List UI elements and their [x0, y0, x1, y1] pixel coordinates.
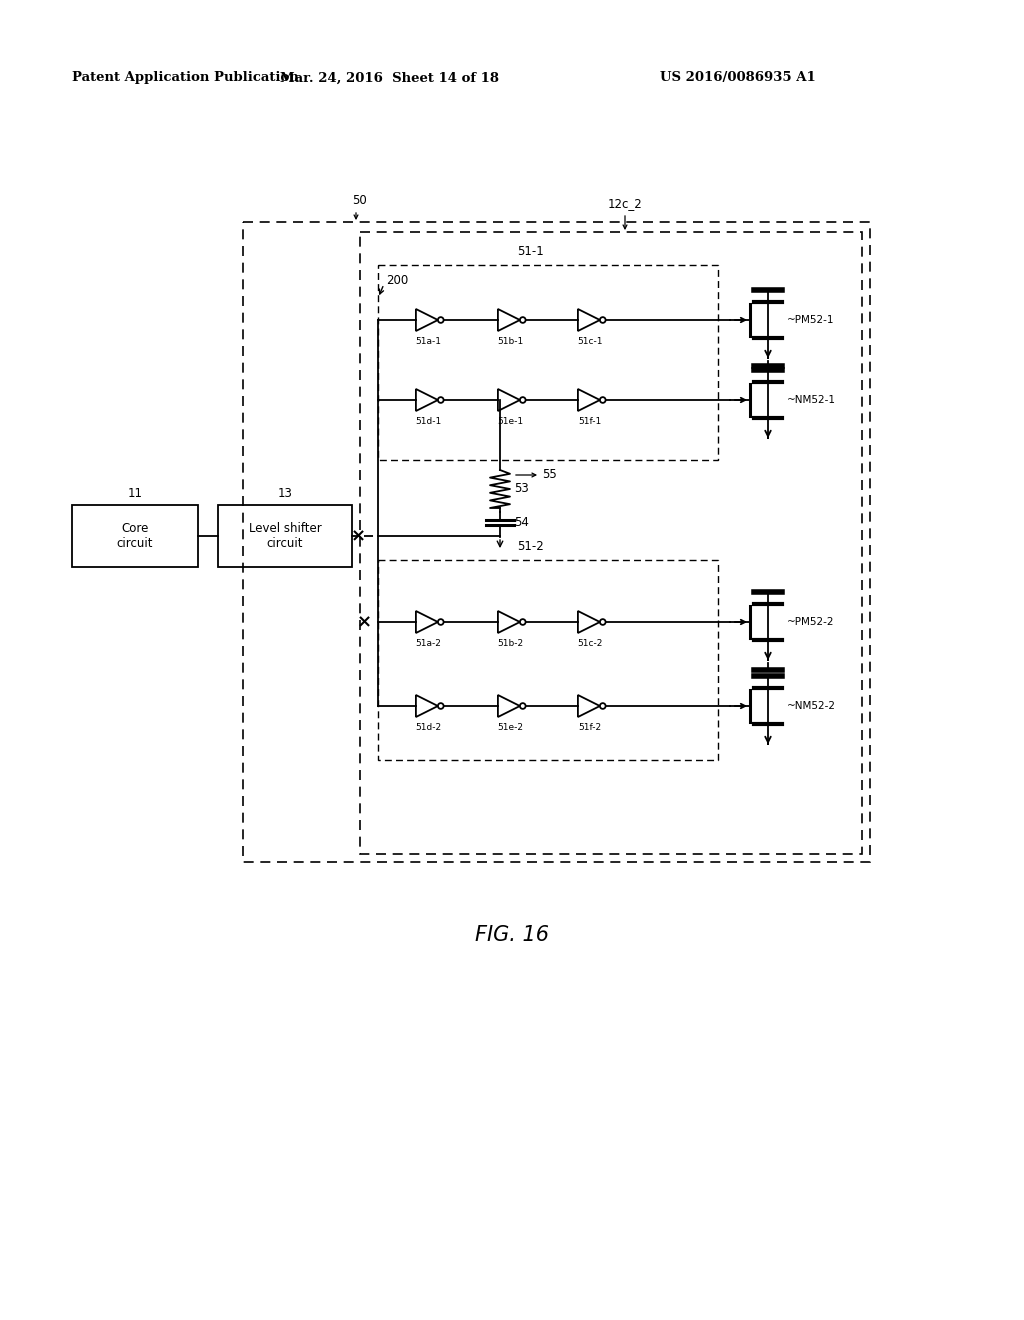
Text: ~NM52-1: ~NM52-1 [787, 395, 836, 405]
Text: Core
circuit: Core circuit [117, 521, 154, 550]
Text: 54: 54 [514, 516, 528, 528]
Text: 51d-2: 51d-2 [415, 723, 441, 733]
Text: Patent Application Publication: Patent Application Publication [72, 71, 299, 84]
Text: ~PM52-2: ~PM52-2 [787, 616, 835, 627]
Text: 51b-1: 51b-1 [497, 337, 523, 346]
Text: Level shifter
circuit: Level shifter circuit [249, 521, 322, 550]
Text: ×: × [350, 527, 366, 545]
Text: 11: 11 [128, 487, 142, 500]
Text: 51d-1: 51d-1 [415, 417, 441, 426]
Text: 51a-1: 51a-1 [415, 337, 441, 346]
Text: FIG. 16: FIG. 16 [475, 925, 549, 945]
Text: ×: × [356, 612, 372, 631]
Text: 50: 50 [352, 194, 367, 207]
Text: 12c_2: 12c_2 [607, 197, 642, 210]
Bar [72, 506, 198, 568]
Text: 53: 53 [514, 483, 528, 495]
Text: 51c-2: 51c-2 [578, 639, 603, 648]
Text: 13: 13 [278, 487, 293, 500]
Text: US 2016/0086935 A1: US 2016/0086935 A1 [660, 71, 816, 84]
Text: 51e-1: 51e-1 [497, 417, 523, 426]
Text: ~NM52-2: ~NM52-2 [787, 701, 836, 711]
Text: ~PM52-1: ~PM52-1 [787, 315, 835, 325]
Text: 51f-1: 51f-1 [579, 417, 602, 426]
Text: 51c-1: 51c-1 [578, 337, 603, 346]
Text: 51-1: 51-1 [517, 246, 544, 257]
Text: 51b-2: 51b-2 [497, 639, 523, 648]
Text: 51-2: 51-2 [517, 540, 544, 553]
Text: 200: 200 [386, 273, 409, 286]
Text: Mar. 24, 2016  Sheet 14 of 18: Mar. 24, 2016 Sheet 14 of 18 [281, 71, 500, 84]
Text: 51f-2: 51f-2 [579, 723, 601, 733]
Text: 55: 55 [542, 469, 557, 482]
Text: 51e-2: 51e-2 [497, 723, 523, 733]
Text: 51a-2: 51a-2 [415, 639, 441, 648]
Bar [218, 506, 352, 568]
